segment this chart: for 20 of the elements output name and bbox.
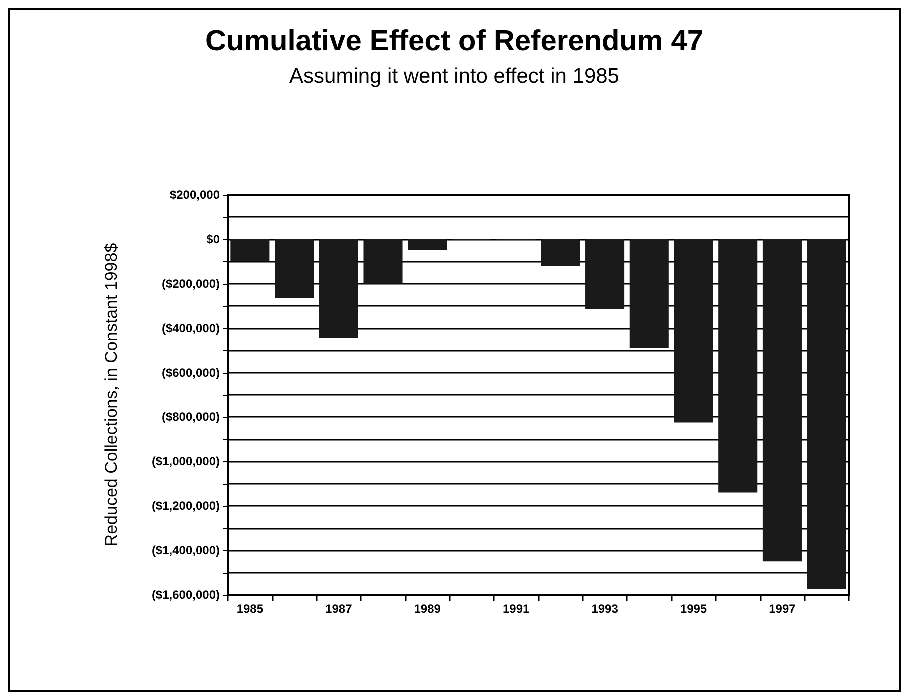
y-tick-label: ($1,600,000) (152, 588, 220, 602)
y-tick-label: $200,000 (170, 188, 220, 202)
y-tick-label: ($400,000) (162, 321, 220, 336)
x-tick-label: 1993 (592, 602, 619, 616)
y-tick-label: ($1,000,000) (152, 454, 220, 469)
x-tick-label: 1991 (502, 602, 530, 616)
y-tick-label: $0 (206, 232, 220, 246)
x-tick-label: 1985 (236, 602, 264, 616)
chart-subtitle: Assuming it went into effect in 1985 (290, 65, 620, 88)
x-tick-label: 1997 (769, 602, 796, 616)
y-tick-label: ($600,000) (162, 366, 220, 380)
x-tick-label: 1989 (414, 602, 442, 616)
y-axis-title: Reduced Collections, in Constant 1998$ (102, 242, 121, 547)
y-tick-label: ($800,000) (162, 410, 220, 424)
chart-title: Cumulative Effect of Referendum 47 (206, 26, 704, 58)
x-tick-label: 1987 (326, 602, 353, 616)
x-tick-label: 1995 (680, 602, 708, 616)
y-tick-label: ($1,400,000) (152, 544, 220, 558)
y-tick-label: ($200,000) (162, 276, 220, 291)
y-tick-label: ($1,200,000) (152, 499, 220, 514)
